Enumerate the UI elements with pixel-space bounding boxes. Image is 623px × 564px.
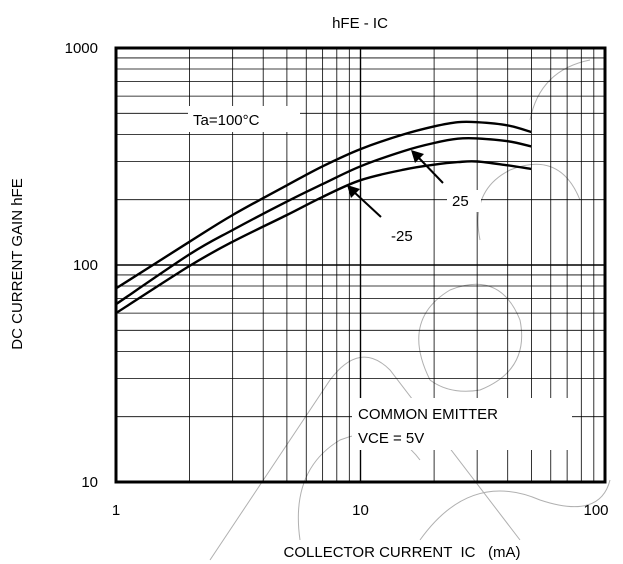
label-box-25 <box>447 190 481 212</box>
y-tick-labels: 10 100 1000 <box>65 40 98 491</box>
x-tick-label: 1 <box>112 502 120 519</box>
series-line-1 <box>115 136 532 306</box>
y-tick-label: 1000 <box>65 40 98 57</box>
x-tick-label: 10 <box>352 502 369 519</box>
x-axis-label: COLLECTOR CURRENT IC (mA) <box>284 544 521 561</box>
annotation-minus25: -25 <box>391 228 413 245</box>
annotation-common-emitter: COMMON EMITTER <box>358 406 498 423</box>
watermark <box>209 59 611 561</box>
y-axis-label: DC CURRENT GAIN hFE <box>9 178 26 349</box>
label-box-minus25 <box>386 224 426 246</box>
data-curves <box>115 120 532 315</box>
x-tick-label: 100 <box>583 502 608 519</box>
plot-frame <box>114 46 607 484</box>
y-tick-label: 100 <box>73 257 98 274</box>
annotation-vce: VCE = 5V <box>358 430 424 447</box>
y-tick-label: 10 <box>81 474 98 491</box>
x-tick-labels: 1 10 100 <box>112 502 609 519</box>
label-box-ta100 <box>188 106 300 132</box>
label-box-common-emitter <box>352 398 572 450</box>
chart-title: hFE - IC <box>332 15 388 32</box>
series-line-0 <box>115 120 532 290</box>
annotation-ta100: Ta=100°C <box>193 112 260 129</box>
arrow-25 <box>411 150 444 184</box>
annotation-25: 25 <box>452 193 469 210</box>
series-line-2 <box>115 160 532 315</box>
arrow-minus25 <box>347 185 382 218</box>
